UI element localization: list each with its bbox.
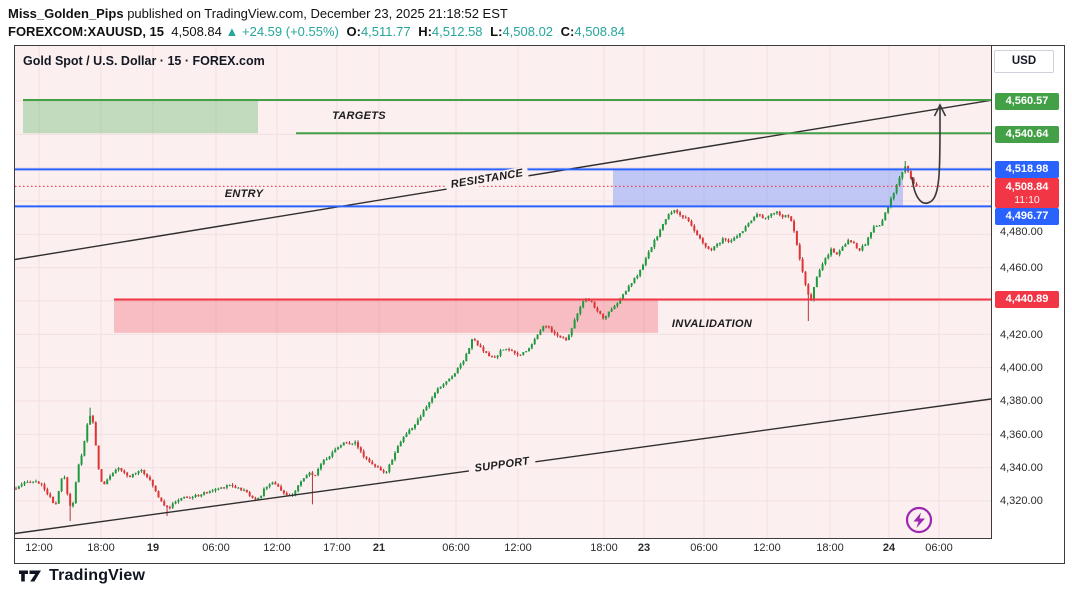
tradingview-logo-icon (19, 570, 41, 582)
author-name: Miss_Golden_Pips (8, 6, 124, 21)
price-badge: 4,440.89 (995, 291, 1059, 308)
time-axis[interactable]: 12:00 18:00 19 06:00 12:00 17:00 21 06:00 12:00 1… (15, 539, 991, 561)
up-arrow-icon: ▲ (225, 24, 239, 39)
last-price: 4,508.84 (171, 24, 222, 39)
high-label: H: (418, 24, 432, 39)
price-badge: 4,496.77 (995, 208, 1059, 225)
low-value: 4,508.02 (502, 24, 554, 39)
price-axis[interactable]: USD 4,560.57 4,540.64 4,518.98 4,508.84 11:1… (992, 46, 1062, 561)
targets-label: TARGETS (332, 110, 386, 122)
price-zone (114, 299, 658, 333)
close-value: 4,508.84 (574, 24, 625, 39)
time-tick-label: 12:00 (753, 542, 781, 554)
chart-plot-area[interactable]: Gold Spot / U.S. Dollar · 15 · FOREX.com… (15, 46, 992, 539)
tradingview-logo-text: TradingView (49, 567, 146, 584)
time-tick-label: 12:00 (263, 542, 291, 554)
time-tick-label: 24 (882, 542, 896, 554)
price-badge: 4,518.98 (995, 161, 1059, 178)
publish-byline: Miss_Golden_Pips published on TradingVie… (8, 6, 508, 21)
chart-canvas[interactable] (15, 46, 991, 538)
price-tick-label: 4,480.00 (1000, 226, 1043, 238)
price-badge: 4,508.84 11:10 (995, 178, 1059, 208)
low-label: L: (490, 24, 503, 39)
chart-widget: Gold Spot / U.S. Dollar · 15 · FOREX.com… (14, 45, 1065, 564)
price-tick-label: 4,360.00 (1000, 429, 1043, 441)
time-tick-label: 12:00 (504, 542, 532, 554)
byline-text: published on TradingView.com, December 2… (123, 6, 508, 21)
open-value: 4,511.77 (360, 24, 411, 39)
countdown-timer: 11:10 (1014, 194, 1040, 206)
time-tick-label: 23 (637, 542, 651, 554)
currency-toggle-button[interactable]: USD (994, 50, 1054, 73)
open-label: O: (346, 24, 361, 39)
price-tick-label: 4,320.00 (1000, 495, 1043, 507)
price-tick-label: 4,340.00 (1000, 462, 1043, 474)
price-change: +24.59 (+0.55%) (242, 24, 339, 39)
time-tick-label: 06:00 (925, 542, 953, 554)
symbol-name: FOREXCOM:XAUUSD, 15 (8, 24, 165, 39)
lightning-bolt-icon[interactable] (903, 504, 935, 536)
price-zone (613, 169, 903, 207)
time-tick-label: 18:00 (87, 542, 115, 554)
chart-title: Gold Spot / U.S. Dollar · 15 · FOREX.com (23, 54, 265, 68)
time-tick-label: 19 (146, 542, 160, 554)
time-tick-label: 17:00 (323, 542, 351, 554)
time-tick-label: 18:00 (590, 542, 618, 554)
time-tick-label: 12:00 (25, 542, 53, 554)
projection-arrow (911, 106, 941, 204)
close-label: C: (560, 24, 575, 39)
time-tick-label: 06:00 (202, 542, 230, 554)
price-tick-label: 4,400.00 (1000, 362, 1043, 374)
price-badge: 4,560.57 (995, 93, 1059, 110)
candles (15, 161, 918, 521)
price-tick-label: 4,380.00 (1000, 395, 1043, 407)
invalidation-label: INVALIDATION (671, 318, 753, 330)
high-value: 4,512.58 (431, 24, 483, 39)
time-tick-label: 21 (372, 542, 386, 554)
entry-label: ENTRY (224, 188, 264, 200)
tradingview-logo[interactable]: TradingView (18, 567, 145, 585)
symbol-status-row: FOREXCOM:XAUUSD, 15 4,508.84 ▲ +24.59 (+… (8, 24, 625, 39)
time-tick-label: 18:00 (816, 542, 844, 554)
price-zone (23, 100, 258, 134)
price-tick-label: 4,420.00 (1000, 329, 1043, 341)
price-badge: 4,540.64 (995, 126, 1059, 143)
projection-arrow-head (933, 103, 947, 117)
time-tick-label: 06:00 (690, 542, 718, 554)
time-tick-label: 06:00 (442, 542, 470, 554)
price-tick-label: 4,460.00 (1000, 262, 1043, 274)
